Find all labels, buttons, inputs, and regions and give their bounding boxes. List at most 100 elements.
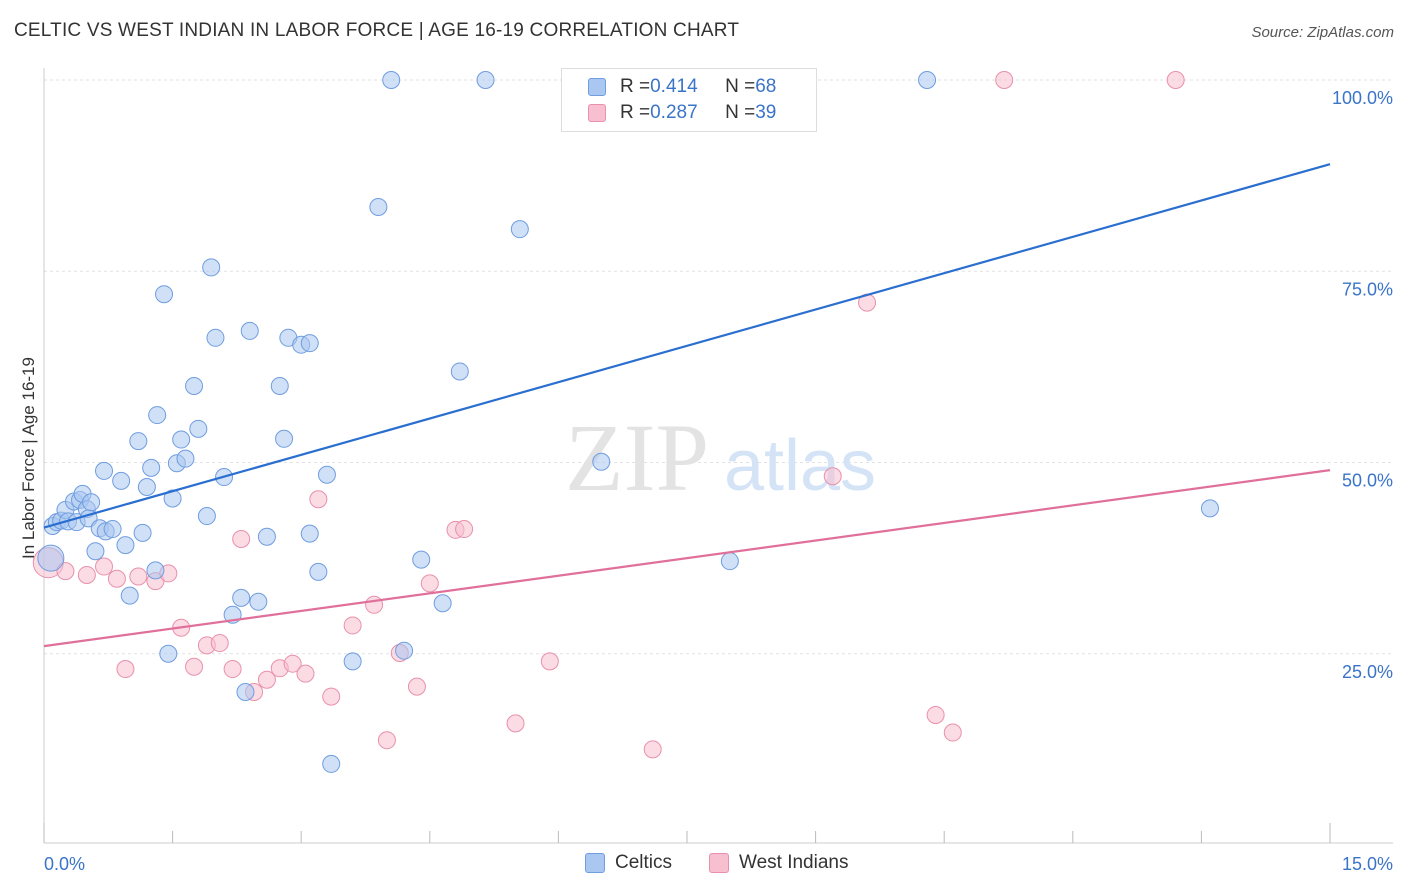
- r-label: R =: [620, 76, 651, 97]
- west-indians-point-18: [283, 654, 302, 673]
- celtics-point-22: [133, 523, 152, 542]
- celtics-point-26: [148, 406, 167, 425]
- celtics-point-23: [137, 477, 156, 496]
- celtics-point-43: [249, 592, 268, 611]
- celtics-point-54: [343, 652, 362, 671]
- west-indians-point-1: [56, 562, 75, 581]
- celtics-point-28: [159, 644, 178, 663]
- celtics-point-18: [112, 471, 131, 490]
- legend-label-celtics: Celtics: [615, 852, 673, 873]
- celtics-point-17: [103, 520, 122, 539]
- celtics-point-33: [185, 377, 204, 395]
- celtics-point-32: [176, 449, 195, 468]
- series-legend: Celtics West Indians: [0, 852, 1406, 878]
- celtics-point-25: [146, 561, 165, 580]
- west-indians-point-2: [77, 565, 96, 584]
- west-indians-point-36: [943, 723, 962, 742]
- legend-item-celtics[interactable]: Celtics: [585, 852, 672, 874]
- y-tick-label-2: 75.0%: [1342, 279, 1393, 299]
- celtics-legend-swatch: [585, 853, 605, 873]
- west-indians-point-23: [365, 595, 384, 614]
- west-indians-point-38: [1166, 71, 1185, 89]
- celtics-point-20: [120, 586, 139, 605]
- west-indians-swatch: [588, 104, 606, 122]
- celtics-point-36: [202, 258, 221, 277]
- west-indians-point-31: [540, 652, 559, 671]
- west-indians-point-12: [210, 634, 229, 653]
- west-indians-point-5: [116, 660, 135, 679]
- celtics-point-15: [95, 461, 114, 480]
- celtics-point-59: [433, 594, 452, 613]
- west-indians-point-3: [95, 557, 114, 576]
- y-tick-label-3: 100.0%: [1332, 88, 1393, 108]
- stats-legend-row-west-indians: R = 0.287 N = 39: [562, 100, 776, 126]
- celtics-point-40: [232, 588, 251, 607]
- celtics-point-31: [172, 430, 191, 449]
- celtics-point-35: [197, 507, 216, 526]
- celtics-point-44: [257, 527, 276, 546]
- celtics-point-13: [86, 542, 105, 561]
- celtics-point-12: [82, 493, 101, 512]
- celtics-point-27: [155, 285, 174, 304]
- celtics-point-42: [240, 321, 259, 340]
- west-indians-trend-line: [43, 469, 1331, 648]
- n-value: 68: [755, 76, 777, 97]
- west-indians-point-27: [420, 574, 439, 593]
- west-indians-point-14: [232, 530, 251, 548]
- celtics-point-24: [142, 458, 161, 477]
- celtics-point-61: [476, 71, 495, 89]
- n-label: N =: [725, 102, 756, 123]
- west-indians-point-4: [107, 569, 126, 588]
- west-indians-point-32: [643, 740, 662, 759]
- source-credit: Source: ZipAtlas.com: [1251, 24, 1394, 41]
- y-tick-label-1: 50.0%: [1342, 471, 1393, 491]
- legend-label-west-indians: West Indians: [739, 852, 849, 873]
- west-indians-point-22: [343, 616, 362, 635]
- west-indians-point-21: [322, 687, 341, 706]
- celtics-point-34: [189, 419, 208, 438]
- celtics-point-51: [309, 562, 328, 581]
- y-tick-label-0: 25.0%: [1342, 662, 1393, 682]
- celtics-point-49: [300, 334, 319, 353]
- chart-title: CELTIC VS WEST INDIAN IN LABOR FORCE | A…: [14, 20, 740, 41]
- west-indians-point-10: [185, 657, 204, 676]
- celtics-point-64: [720, 552, 739, 571]
- celtics-point-50: [300, 524, 319, 543]
- celtics-point-0: [37, 544, 65, 572]
- celtics-point-41: [236, 683, 255, 701]
- stats-legend: R = 0.414 N = 68 R = 0.287 N = 39: [561, 68, 817, 132]
- west-indians-point-16: [257, 670, 276, 689]
- celtics-trend-line: [43, 163, 1331, 529]
- celtics-point-62: [510, 220, 529, 239]
- west-indians-point-6: [129, 567, 148, 586]
- watermark-atlas: atlas: [724, 426, 876, 506]
- legend-item-west-indians[interactable]: West Indians: [709, 852, 848, 874]
- celtics-point-56: [382, 71, 401, 89]
- celtics-point-46: [275, 429, 294, 448]
- celtics-point-57: [395, 641, 414, 660]
- west-indians-point-33: [823, 467, 842, 486]
- west-indians-point-29: [455, 520, 474, 539]
- west-indians-point-13: [223, 660, 242, 679]
- celtics-swatch: [588, 78, 606, 96]
- west-indians-point-37: [995, 71, 1014, 89]
- west-indians-legend-swatch: [709, 853, 729, 873]
- trend-lines: [43, 163, 1331, 648]
- n-value: 39: [755, 102, 777, 123]
- celtics-point-37: [206, 328, 225, 347]
- axes: [43, 68, 1393, 844]
- celtics-point-67: [1200, 499, 1219, 518]
- celtics-point-53: [322, 754, 341, 773]
- r-value: 0.287: [650, 102, 698, 123]
- watermark-zip: ZIP: [565, 404, 709, 511]
- celtics-point-66: [918, 71, 937, 89]
- celtics-point-21: [129, 432, 148, 451]
- x-tick-label-max: 15.0%: [1342, 854, 1393, 874]
- celtics-point-29: [163, 489, 182, 508]
- west-indians-point-19: [296, 664, 315, 683]
- west-indians-point-35: [926, 705, 945, 724]
- y-axis-label: In Labor Force | Age 16-19: [19, 357, 38, 559]
- stats-legend-row-celtics: R = 0.414 N = 68: [562, 74, 776, 100]
- west-indians-point-24: [377, 731, 396, 750]
- west-indians-point-26: [407, 677, 426, 696]
